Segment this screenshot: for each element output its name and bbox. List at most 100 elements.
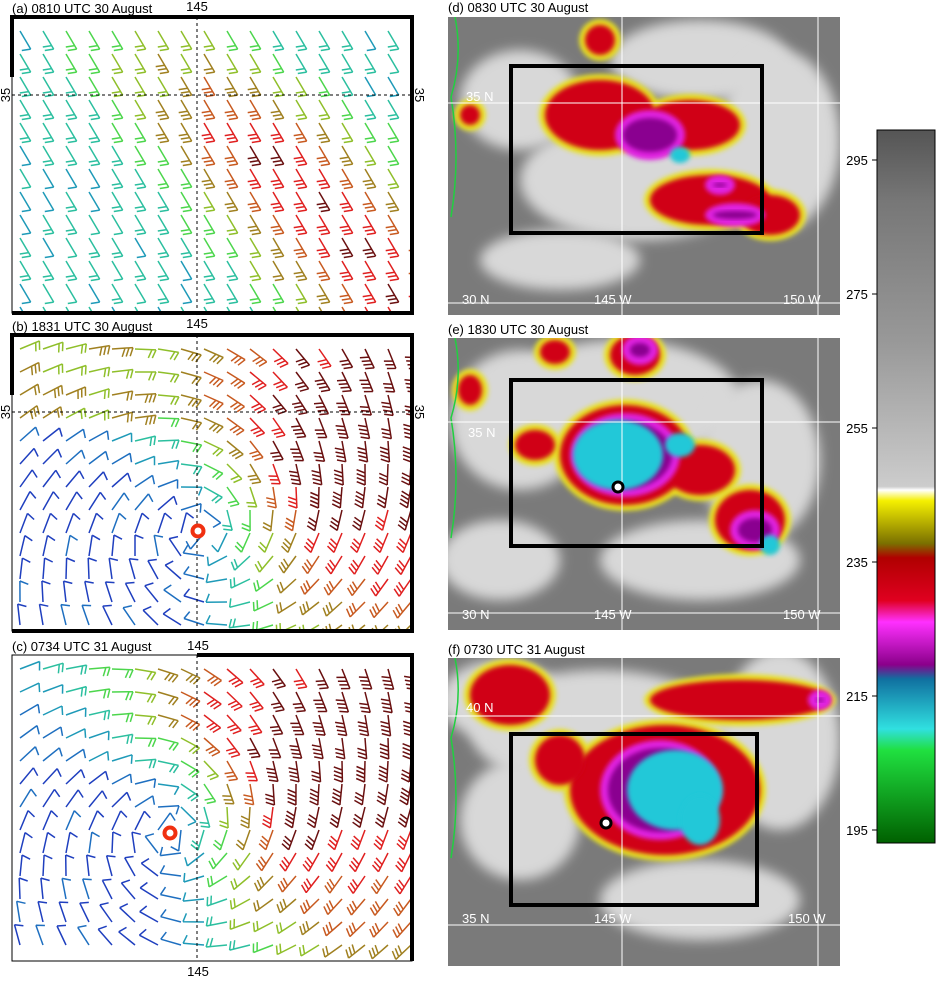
- wind-barb: [275, 601, 297, 614]
- wind-barb: [362, 214, 377, 236]
- wind-barb: [42, 512, 58, 534]
- swath-edge: [10, 15, 414, 315]
- wind-barb: [157, 30, 170, 52]
- wind-barb: [180, 237, 193, 259]
- wind-barb: [324, 875, 343, 894]
- wind-barb: [203, 260, 216, 282]
- wind-barb: [302, 852, 320, 872]
- wind-barb: [356, 463, 366, 486]
- wind-barb: [339, 145, 354, 167]
- wind-barb: [203, 191, 216, 213]
- wind-barb: [88, 76, 101, 98]
- wind-barb: [226, 714, 242, 735]
- wind-barb: [364, 76, 377, 98]
- wind-barb: [226, 53, 239, 75]
- wind-barb: [205, 614, 228, 626]
- wind-barb: [383, 371, 396, 393]
- wind-barb: [170, 829, 182, 852]
- wind-barb: [35, 924, 45, 946]
- wind-barb: [249, 53, 262, 75]
- colorbar-tick-label: 295: [846, 153, 868, 168]
- wind-barb: [201, 145, 216, 167]
- wind-barb: [364, 99, 377, 121]
- wind-barb: [134, 348, 157, 359]
- wind-barb: [306, 806, 320, 829]
- wind-barb: [19, 854, 31, 877]
- wind-barb: [322, 944, 343, 958]
- wind-barb: [374, 806, 389, 828]
- wind-barb: [378, 760, 389, 783]
- wind-barb: [19, 283, 32, 305]
- wind-barb: [19, 306, 25, 313]
- wind-barb: [313, 394, 330, 416]
- wind-barb: [162, 607, 182, 626]
- wind-barb: [252, 600, 274, 612]
- wind-barb: [42, 76, 55, 98]
- wind-barb: [19, 469, 38, 488]
- wind-barb: [300, 875, 320, 894]
- wind-barb: [362, 237, 377, 259]
- wind-barb: [399, 783, 412, 806]
- wind-field: [19, 30, 412, 313]
- wind-barb: [226, 283, 239, 305]
- wind-barb: [358, 668, 373, 690]
- wind-barb: [387, 306, 393, 313]
- wind-barb: [230, 875, 251, 891]
- wind-barb: [333, 463, 344, 486]
- wind-barb: [275, 943, 297, 956]
- wind-barb: [293, 214, 308, 236]
- wind-barb: [226, 463, 243, 484]
- wind-barb: [314, 371, 331, 393]
- wind-barb: [111, 773, 133, 785]
- wind-barb: [226, 237, 239, 259]
- wind-barb: [316, 260, 331, 282]
- wind-barb: [42, 683, 64, 694]
- wind-barb: [42, 854, 53, 877]
- wind-barb: [247, 122, 262, 144]
- wind-barb: [272, 30, 285, 52]
- wind-barb: [262, 509, 274, 532]
- wind-barb: [203, 668, 222, 687]
- wind-barb: [111, 76, 124, 98]
- wind-barb: [226, 30, 239, 52]
- wind-barb: [42, 122, 55, 144]
- wind-barb: [19, 534, 33, 557]
- wind-barb: [270, 237, 285, 259]
- wind-barb: [19, 810, 36, 831]
- wind-barb: [111, 346, 134, 358]
- swath-box: [509, 378, 764, 548]
- wind-barb: [134, 512, 150, 534]
- wind-barb: [164, 560, 182, 580]
- wind-barb: [312, 714, 326, 736]
- wind-barb: [348, 555, 366, 575]
- wind-barb: [226, 394, 245, 413]
- wind-barb: [393, 898, 412, 917]
- wind-barb: [111, 368, 134, 379]
- wind-barb: [201, 122, 216, 144]
- wind-barb: [88, 770, 109, 785]
- wind-barb: [249, 260, 262, 282]
- wind-barb: [249, 668, 265, 689]
- wind-barb: [249, 348, 268, 368]
- colorbar-tick-label: 275: [846, 287, 868, 302]
- wind-barb: [134, 810, 151, 831]
- wind-barb: [364, 122, 377, 144]
- wind-barb: [180, 714, 201, 732]
- wind-barb: [42, 705, 64, 716]
- wind-barb: [15, 900, 26, 923]
- wind-barb: [339, 260, 354, 282]
- wind-barb: [18, 877, 28, 900]
- wind-barb: [134, 691, 157, 704]
- wind-barb: [42, 427, 63, 442]
- wind-barb: [383, 348, 397, 370]
- wind-barb: [61, 877, 72, 900]
- wind-barb: [142, 605, 159, 626]
- wind-barb: [65, 512, 81, 534]
- wind-barb: [157, 237, 170, 259]
- wind-barb: [157, 783, 180, 796]
- wind-barb: [336, 668, 351, 690]
- wind-barb: [19, 746, 40, 762]
- wind-barb: [42, 662, 64, 674]
- panel-title: (b) 1831 UTC 30 August: [12, 319, 153, 334]
- wind-barb: [65, 76, 78, 98]
